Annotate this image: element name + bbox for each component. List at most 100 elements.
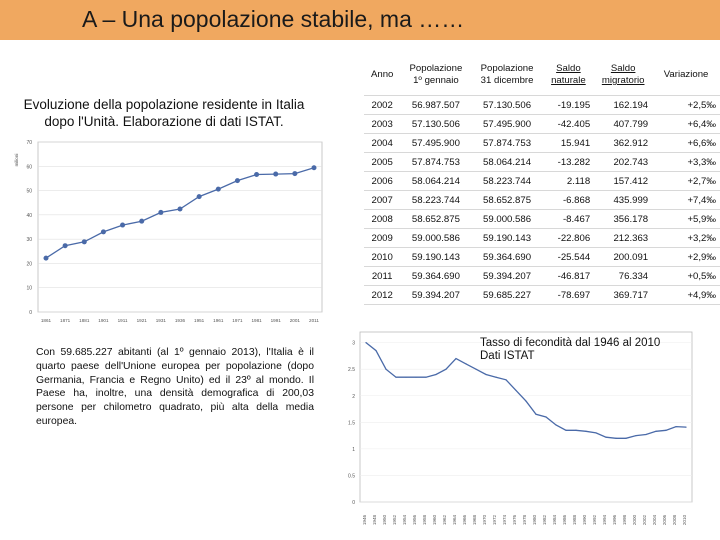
cell-pop-dicembre: 57.130.506	[471, 95, 543, 115]
cell-pop-dicembre: 59.190.143	[471, 228, 543, 248]
data-point	[215, 186, 221, 192]
data-point	[139, 218, 145, 224]
cell-anno: 2008	[364, 209, 401, 229]
cell-pop-dicembre: 58.652.875	[471, 190, 543, 210]
x-tick-label: 1968	[472, 514, 477, 525]
cell-pop-dicembre: 59.685.227	[471, 285, 543, 305]
data-point	[365, 342, 367, 344]
x-tick-label: 1970	[482, 514, 487, 525]
data-point	[575, 429, 577, 431]
cell-variazione: +6,6‰	[652, 133, 720, 153]
x-tick-label: 1986	[562, 514, 567, 525]
data-point	[565, 429, 567, 431]
data-point	[475, 368, 477, 370]
x-tick-label: 1950	[382, 514, 387, 525]
x-tick-label: 1984	[552, 514, 557, 525]
data-point	[455, 357, 457, 360]
cell-variazione: +3,2‰	[652, 228, 720, 248]
cell-anno: 2005	[364, 152, 401, 172]
data-point	[585, 430, 587, 432]
cell-variazione: +5,9‰	[652, 209, 720, 229]
cell-variazione: +2,9‰	[652, 247, 720, 267]
table-row: 2007 58.223.744 58.652.875 -6.868 435.999 +7,…	[364, 190, 720, 210]
cell-saldo-migratorio: 369.717	[594, 285, 653, 305]
x-tick-label: 1952	[392, 514, 397, 525]
cell-variazione: +7,4‰	[652, 190, 720, 210]
cell-anno: 2003	[364, 114, 401, 134]
x-tick-label: 1961	[213, 318, 224, 323]
cell-saldo-naturale: -13.282	[542, 152, 595, 172]
x-tick-label: 1962	[442, 514, 447, 525]
cell-variazione: +4,9‰	[652, 285, 720, 305]
header-pop-gennaio: Popolazione 1º gennaio	[400, 55, 472, 96]
cell-saldo-migratorio: 356.178	[594, 209, 653, 229]
x-tick-label: 1990	[582, 514, 587, 525]
x-tick-label: 1948	[372, 514, 377, 525]
x-tick-label: 1921	[137, 318, 148, 323]
cell-anno: 2002	[364, 95, 401, 115]
plot-area	[359, 331, 693, 503]
x-tick-label: 2010	[682, 514, 687, 525]
header-saldo-naturale-l1: Saldo	[556, 63, 581, 74]
x-tick-label: 1966	[462, 514, 467, 525]
data-point	[495, 376, 497, 378]
cell-saldo-migratorio: 76.334	[594, 266, 653, 286]
cell-pop-dicembre: 59.000.586	[471, 209, 543, 229]
cell-saldo-naturale: -78.697	[542, 285, 595, 305]
cell-saldo-naturale: -19.195	[542, 95, 595, 115]
data-point	[273, 171, 279, 177]
x-tick-label: 1881	[79, 318, 90, 323]
data-point	[43, 255, 49, 261]
y-tick-label: 1.5	[348, 420, 355, 426]
cell-saldo-naturale: -42.405	[542, 114, 595, 134]
table-row: 2004 57.495.900 57.874.753 15.941 362.912 +6,…	[364, 133, 720, 153]
table-row: 2012 59.394.207 59.685.227 -78.697 369.717 +4…	[364, 285, 720, 305]
cell-anno: 2011	[364, 266, 401, 286]
cell-pop-dicembre: 59.364.690	[471, 247, 543, 267]
fertility-chart: 0 0.5 1 1.5 2 2.5 3 1946 1948 1950 1952 1954 1956 195…	[348, 331, 693, 525]
x-tick-label: 1956	[412, 514, 417, 525]
x-tick-label: 1951	[194, 318, 205, 323]
header-pop-gennaio-l1: Popolazione	[409, 63, 463, 74]
cell-variazione: +2,7‰	[652, 171, 720, 191]
header-pop-dicembre-l1: Popolazione	[480, 63, 534, 74]
x-tick-label: 2004	[652, 514, 657, 525]
cell-pop-gennaio: 59.394.207	[400, 285, 472, 305]
cell-pop-dicembre: 57.495.900	[471, 114, 543, 134]
data-point	[555, 424, 557, 426]
data-point	[196, 194, 202, 200]
cell-variazione: +0,5‰	[652, 266, 720, 286]
data-point	[445, 368, 447, 370]
cell-variazione: +3,3‰	[652, 152, 720, 172]
header-pop-gennaio-l2: 1º gennaio	[413, 75, 459, 86]
plot-area	[37, 141, 323, 313]
x-tick-label: 1936	[175, 318, 186, 323]
data-point	[685, 426, 687, 428]
cell-pop-gennaio: 57.874.753	[400, 152, 472, 172]
y-tick-label: 0	[29, 310, 32, 316]
table-row: 2003 57.130.506 57.495.900 -42.405 407.799 +6…	[364, 114, 720, 134]
table-row: 2010 59.190.143 59.364.690 -25.544 200.091 +2…	[364, 247, 720, 267]
y-tick-label: 30	[26, 237, 32, 243]
cell-pop-gennaio: 58.223.744	[400, 190, 472, 210]
cell-anno: 2012	[364, 285, 401, 305]
table-header-row: Anno Popolazione 1º gennaio Popolazione 31…	[364, 55, 720, 96]
fertility-chart-title: Tasso di fecondità dal 1946 al 2010 Dati…	[480, 337, 680, 363]
data-point	[485, 373, 487, 376]
population-table: Anno Popolazione 1º gennaio Popolazione 31…	[364, 55, 720, 305]
y-tick-label: 70	[26, 140, 32, 146]
data-point	[635, 434, 637, 437]
cell-anno: 2007	[364, 190, 401, 210]
y-tick-label: 40	[26, 213, 32, 219]
cell-saldo-naturale: 2.118	[542, 171, 595, 191]
cell-saldo-migratorio: 212.363	[594, 228, 653, 248]
cell-saldo-naturale: -22.806	[542, 228, 595, 248]
x-tick-label: 1980	[532, 514, 537, 525]
data-point	[81, 239, 87, 245]
data-point	[595, 432, 597, 434]
x-tick-label: 1871	[60, 318, 71, 323]
x-tick-label: 1954	[402, 514, 407, 525]
data-point	[395, 376, 397, 378]
x-tick-label: 1901	[98, 318, 109, 323]
page-title: A – Una popolazione stabile, ma ……	[82, 6, 465, 32]
